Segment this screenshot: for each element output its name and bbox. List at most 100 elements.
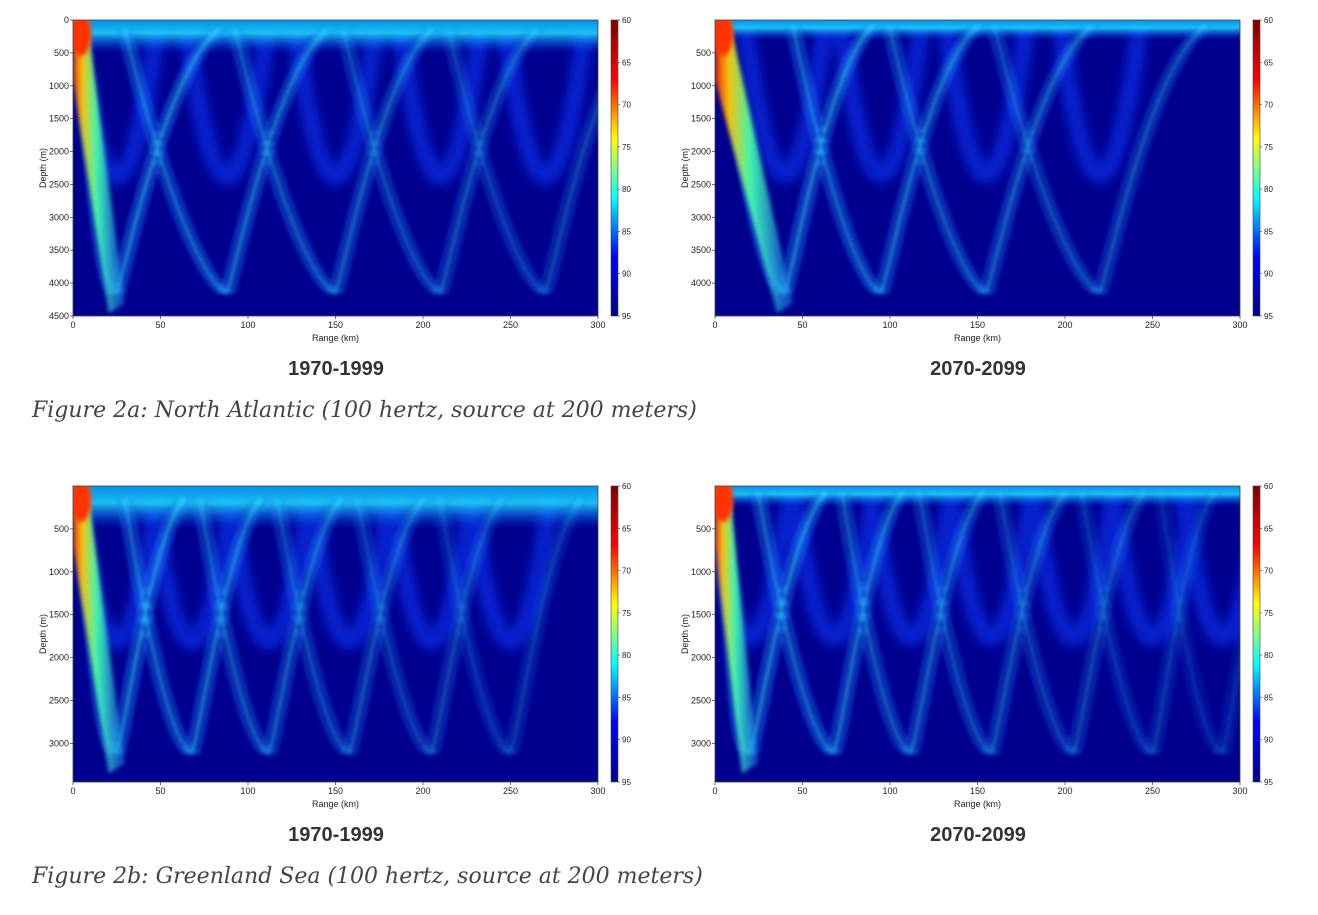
- ray-arc: [751, 491, 829, 755]
- heatmap-north-atlantic-2070-2099: 0 50 100 150 200 250 300 Range (km) 500 1000 1500 2…: [672, 10, 1292, 350]
- x-tick-label: 250: [1145, 320, 1160, 330]
- x-tick-label: 100: [240, 786, 255, 796]
- x-tick-label: 50: [797, 786, 807, 796]
- colorbar: [610, 19, 619, 317]
- period-label-na-right: 2070-2099: [930, 358, 1026, 380]
- surface-duct: [73, 20, 598, 53]
- ray-arc: [447, 29, 547, 295]
- y-axis-label: Depth (m): [680, 614, 690, 654]
- y-tick-label: 1500: [49, 610, 69, 620]
- ray-arc: [453, 29, 552, 295]
- ray-arc: [115, 497, 186, 754]
- ray-arc: [996, 491, 1073, 754]
- colorbar-tick-label: 80: [1264, 185, 1273, 194]
- x-tick-label: 100: [240, 320, 255, 330]
- ray-arc: [433, 29, 533, 294]
- ray-arc: [439, 28, 539, 294]
- heatmap-greenland-sea-1970-1999: 0 50 100 150 200 250 300 Range (km) 500 1000 1500 2…: [30, 476, 650, 816]
- ray-arc: [1227, 688, 1240, 754]
- y-tick-label: 1500: [691, 610, 711, 620]
- ray-arc: [835, 492, 906, 755]
- ray-arc: [270, 498, 344, 755]
- source-hotspot: [715, 486, 733, 522]
- ray-arc: [123, 29, 228, 295]
- ray-arc: [342, 29, 442, 295]
- ray-arc: [193, 498, 264, 755]
- ray-arc: [334, 28, 434, 294]
- y-tick-label: 3000: [49, 212, 69, 222]
- ray-arc: [354, 498, 431, 754]
- ray-arc: [832, 491, 905, 754]
- ray-arc: [992, 492, 1069, 755]
- colorbar-tick-label: 95: [1264, 312, 1273, 321]
- ray-arc: [1074, 492, 1147, 755]
- colorbar-tick-label: 95: [622, 312, 631, 321]
- y-tick-label: 2500: [691, 695, 711, 705]
- y-tick-label: 500: [54, 48, 69, 58]
- ray-arc: [912, 492, 986, 755]
- colorbar-tick-label: 80: [1264, 651, 1273, 660]
- colorbar-tick-label: 90: [1264, 736, 1273, 745]
- colorbar-tick-label: 90: [622, 736, 631, 745]
- ray-arc: [275, 498, 351, 755]
- ray-arc: [763, 491, 841, 755]
- ray-arc: [342, 498, 419, 754]
- ray-arc: [115, 28, 220, 294]
- x-tick-label: 150: [328, 786, 343, 796]
- ray-arc: [987, 25, 1095, 295]
- ray-arc: [228, 29, 330, 295]
- ray-arc: [274, 498, 349, 754]
- ray-arc: [984, 24, 1093, 294]
- figure-caption-2b: Figure 2b: Greenland Sea (100 hertz, sou…: [32, 864, 703, 889]
- ray-arc: [503, 498, 577, 754]
- ray-arc: [786, 25, 876, 295]
- x-tick-label: 250: [503, 320, 518, 330]
- ray-arcs: [716, 491, 1240, 755]
- y-tick-label: 4000: [49, 278, 69, 288]
- ray-arc: [924, 492, 998, 755]
- colorbar-tick-label: 85: [1264, 693, 1273, 702]
- heatmap-greenland-sea-2070-2099: 0 50 100 150 200 250 300 Range (km) 500 1000 1500 2…: [672, 476, 1292, 816]
- x-tick-label: 300: [1232, 320, 1247, 330]
- colorbar-tick-label: 65: [1264, 58, 1273, 67]
- chart-svg: 0 50 100 150 200 250 300 Range (km) 500 1000 1500 2…: [680, 16, 1273, 343]
- y-tick-label: 0: [64, 15, 69, 25]
- y-tick-label: 1500: [49, 114, 69, 124]
- chart-svg: 0 50 100 150 200 250 300 Range (km) 500 1000 1500 2…: [38, 482, 631, 809]
- ray-arc: [979, 25, 1087, 294]
- y-tick-label: 2500: [49, 179, 69, 189]
- ray-arc: [798, 25, 888, 295]
- ray-arc: [1159, 491, 1224, 755]
- x-axis-label: Range (km): [954, 333, 1001, 343]
- figure-caption-2a: Figure 2a: North Atlantic (100 hertz, so…: [32, 398, 697, 423]
- colorbar-tick-label: 70: [1264, 567, 1273, 576]
- ray-arc: [117, 29, 222, 295]
- x-tick-label: 50: [797, 320, 807, 330]
- ray-arc: [544, 103, 598, 294]
- ray-arc: [999, 25, 1107, 295]
- ray-arc: [1072, 491, 1146, 754]
- y-tick-label: 2500: [49, 695, 69, 705]
- colorbar-tick-label: 90: [1264, 270, 1273, 279]
- ray-arc: [350, 498, 427, 755]
- x-tick-label: 150: [970, 320, 985, 330]
- colorbar-tick-label: 85: [622, 227, 631, 236]
- x-tick-label: 0: [70, 786, 75, 796]
- ray-arc: [1086, 492, 1159, 755]
- ray-arc: [267, 497, 343, 754]
- x-tick-label: 300: [1232, 786, 1247, 796]
- ray-arc: [790, 25, 880, 294]
- ray-arc: [233, 29, 337, 295]
- ray-arc: [1145, 491, 1210, 754]
- surface-duct: [715, 20, 1240, 40]
- colorbar-tick-label: 80: [622, 651, 631, 660]
- source-wedge: [715, 486, 758, 774]
- source-hotspot: [73, 486, 91, 522]
- ray-arc: [840, 491, 912, 755]
- source-wedge: [715, 20, 793, 314]
- x-tick-label: 0: [712, 786, 717, 796]
- ray-arc: [445, 29, 545, 294]
- y-tick-label: 500: [696, 48, 711, 58]
- ray-arc: [1066, 491, 1140, 754]
- y-tick-label: 1500: [691, 114, 711, 124]
